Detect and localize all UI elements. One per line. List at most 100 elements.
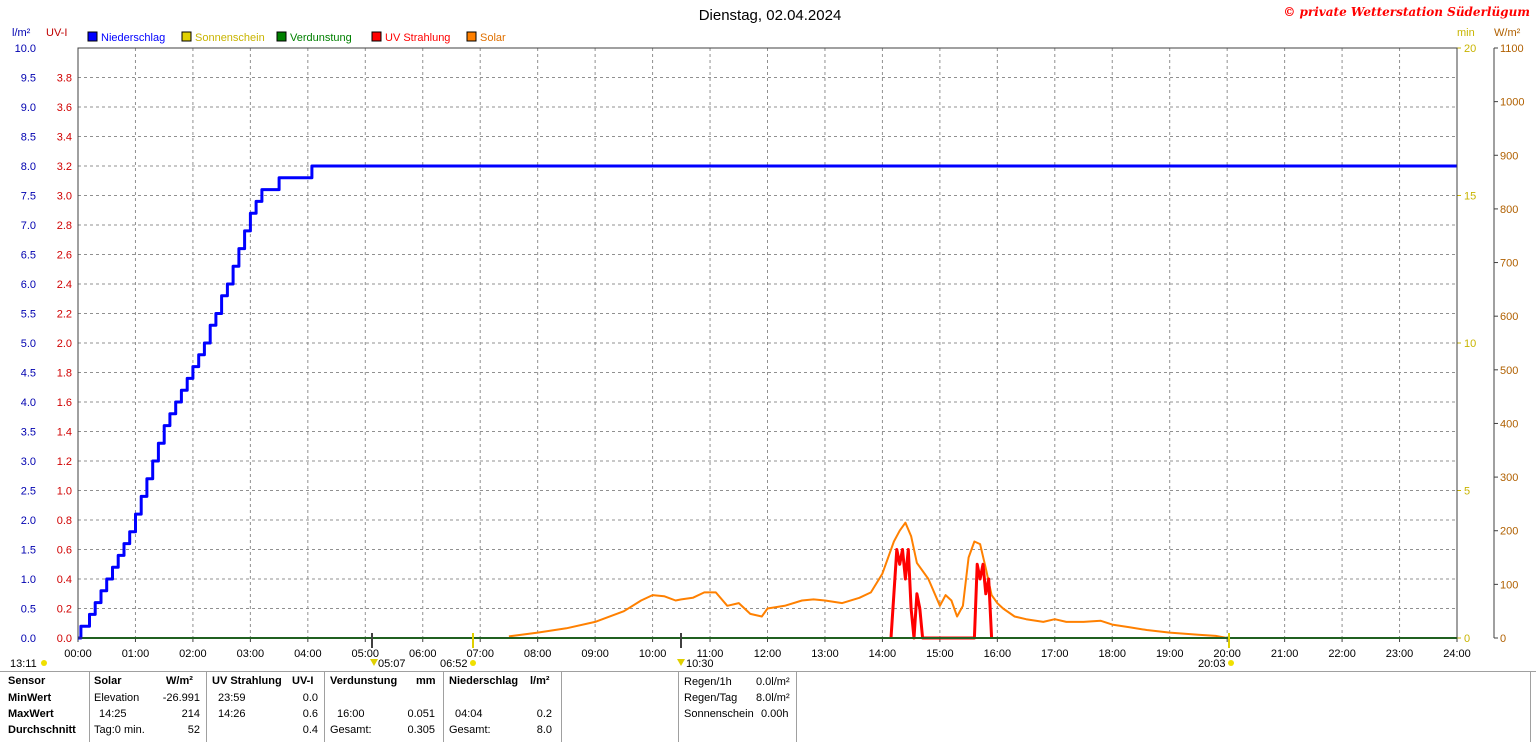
min-uv-value: 0.0 xyxy=(302,692,318,704)
min-tick-label: 20 xyxy=(1464,43,1476,55)
stats-divider xyxy=(324,671,325,742)
max-nied-value: 0.2 xyxy=(536,708,552,720)
x-tick-label: 04:00 xyxy=(294,648,322,660)
uv-axis-unit: UV-I xyxy=(46,27,67,39)
sunset-icon xyxy=(1228,660,1234,666)
solar-tick-label: 500 xyxy=(1500,365,1518,377)
header-solar: Solar xyxy=(94,675,122,687)
legend-label: Verdunstung xyxy=(290,32,352,44)
uv-tick-label: 1.4 xyxy=(57,427,72,439)
extra-value-sonnenschein: 0.00h xyxy=(761,708,789,720)
extra-label-regentag: Regen/Tag xyxy=(684,692,738,704)
left-tick-label: 4.5 xyxy=(21,368,36,380)
left-tick-label: 9.5 xyxy=(21,73,36,85)
uv-tick-label: 1.2 xyxy=(57,456,72,468)
left-tick-label: 3.5 xyxy=(21,427,36,439)
uv-tick-label: 2.0 xyxy=(57,338,72,350)
header-niederschlag: Niederschlag xyxy=(449,675,519,687)
x-tick-label: 12:00 xyxy=(754,648,782,660)
solar-tick-label: 900 xyxy=(1500,150,1518,162)
solar-tick-label: 0 xyxy=(1500,633,1506,645)
solar-tick-label: 700 xyxy=(1500,258,1518,270)
solar-tick-label: 300 xyxy=(1500,472,1518,484)
x-tick-label: 22:00 xyxy=(1328,648,1356,660)
x-tick-label: 03:00 xyxy=(237,648,265,660)
marker-sunrise: 05:07 xyxy=(378,658,406,670)
min-uv-time: 23:59 xyxy=(218,692,246,704)
min-tick-label: 5 xyxy=(1464,486,1470,498)
noon-icon xyxy=(677,659,685,666)
uv-tick-label: 1.8 xyxy=(57,368,72,380)
stats-divider-top xyxy=(0,671,1536,672)
left-tick-label: 2.5 xyxy=(21,486,36,498)
marker-current-time: 13:11 xyxy=(10,658,37,670)
solar-tick-label: 200 xyxy=(1500,526,1518,538)
uv-tick-label: 3.0 xyxy=(57,191,72,203)
max-verd-time: 16:00 xyxy=(337,708,365,720)
row-label-max: MaxWert xyxy=(8,708,54,720)
left-tick-label: 7.0 xyxy=(21,220,36,232)
left-tick-label: 8.0 xyxy=(21,161,36,173)
uv-tick-label: 2.8 xyxy=(57,220,72,232)
uv-tick-label: 1.6 xyxy=(57,397,72,409)
avg-nied-label: Gesamt: xyxy=(449,724,491,736)
uv-tick-label: 3.2 xyxy=(57,161,72,173)
dawn-icon xyxy=(470,660,476,666)
marker-dawn: 06:52 xyxy=(440,658,468,670)
left-tick-label: 5.5 xyxy=(21,309,36,321)
series-line-solar xyxy=(508,521,1457,639)
x-tick-label: 14:00 xyxy=(869,648,897,660)
min-tick-label: 0 xyxy=(1464,633,1470,645)
max-solar-value: 214 xyxy=(181,708,200,720)
left-tick-label: 0.5 xyxy=(21,604,36,616)
left-tick-label: 7.5 xyxy=(21,191,36,203)
sunrise-icon xyxy=(370,659,378,666)
x-tick-label: 18:00 xyxy=(1098,648,1126,660)
left-tick-label: 8.5 xyxy=(21,132,36,144)
stats-divider xyxy=(1530,671,1531,742)
solar-tick-label: 1000 xyxy=(1500,97,1524,109)
stats-divider xyxy=(678,671,679,742)
legend: Niederschlag Sonnenschein Verdunstung UV St… xyxy=(87,31,506,44)
uv-tick-label: 2.2 xyxy=(57,309,72,321)
header-verdunstung-unit: mm xyxy=(416,675,436,687)
left-tick-label: 4.0 xyxy=(21,397,36,409)
stats-divider xyxy=(89,671,90,742)
header-uv: UV Strahlung xyxy=(212,675,282,687)
x-tick-label: 13:00 xyxy=(811,648,839,660)
x-tick-label: 16:00 xyxy=(984,648,1012,660)
x-tick-label: 17:00 xyxy=(1041,648,1069,660)
left-tick-label: 9.0 xyxy=(21,102,36,114)
left-tick-label: 1.0 xyxy=(21,574,36,586)
left-tick-label: 5.0 xyxy=(21,338,36,350)
legend-swatch xyxy=(371,31,382,42)
x-tick-label: 23:00 xyxy=(1386,648,1414,660)
series-line-uv-strahlung xyxy=(889,548,994,640)
left-tick-label: 2.0 xyxy=(21,515,36,527)
extra-value-regentag: 8.0l/m² xyxy=(756,692,790,704)
left-tick-label: 6.5 xyxy=(21,250,36,262)
extra-label-sonnenschein: Sonnenschein xyxy=(684,708,754,720)
header-uv-unit: UV-I xyxy=(292,675,314,687)
axis-tick-labels: 00:00 01:00 02:00 03:00 04:00 05:00 06:00 07:00… xyxy=(15,43,1525,660)
x-tick-label: 19:00 xyxy=(1156,648,1184,660)
row-label-avg: Durchschnitt xyxy=(8,724,76,736)
uv-tick-label: 0.6 xyxy=(57,545,72,557)
marker-sunset: 20:03 xyxy=(1198,658,1226,670)
series-line-niederschlag xyxy=(78,164,1457,640)
stats-divider xyxy=(796,671,797,742)
x-tick-label: 05:00 xyxy=(352,648,380,660)
x-tick-label: 01:00 xyxy=(122,648,150,660)
header-verdunstung: Verdunstung xyxy=(330,675,398,687)
avg-nied-value: 8.0 xyxy=(536,724,552,736)
x-tick-label: 06:00 xyxy=(409,648,437,660)
solar-tick-label: 800 xyxy=(1500,204,1518,216)
uv-tick-label: 3.8 xyxy=(57,73,72,85)
uv-tick-label: 3.6 xyxy=(57,102,72,114)
max-uv-time: 14:26 xyxy=(218,708,246,720)
stats-divider xyxy=(443,671,444,742)
uv-tick-label: 0.2 xyxy=(57,604,72,616)
avg-solar-value: 52 xyxy=(187,724,200,736)
left-tick-label: 3.0 xyxy=(21,456,36,468)
stats-table: Sensor Solar W/m² UV Strahlung UV-I Verd… xyxy=(0,671,1536,742)
